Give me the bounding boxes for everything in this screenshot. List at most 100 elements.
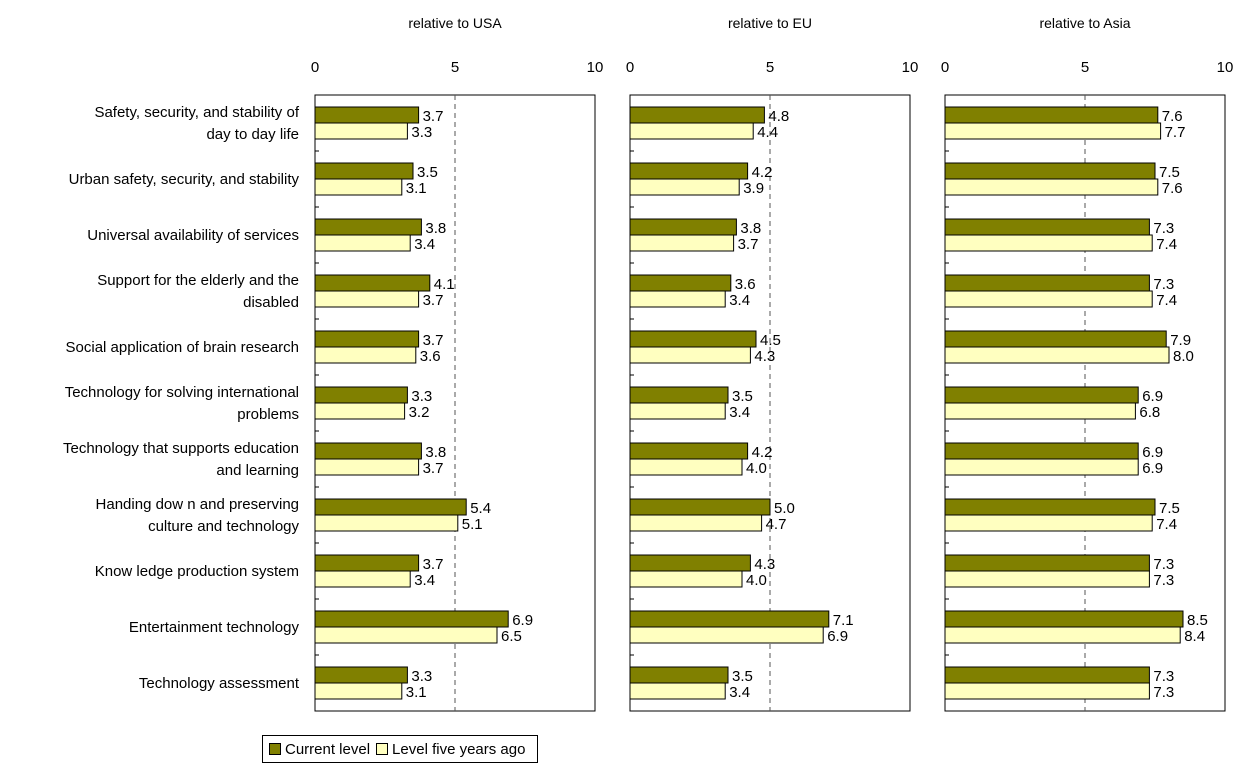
bar-current	[944, 554, 1150, 572]
bar-past	[314, 178, 403, 196]
data-label: 5.0	[774, 500, 795, 517]
bar-past	[944, 234, 1153, 252]
panel-title: relative to USA	[408, 15, 502, 31]
bar-current	[314, 218, 422, 236]
data-label: 3.3	[411, 388, 432, 405]
data-label: 7.3	[1153, 220, 1174, 237]
data-label: 7.7	[1165, 124, 1186, 141]
bar-past	[629, 178, 740, 196]
bar-past	[314, 234, 411, 252]
legend: Current level Level five years ago	[262, 735, 539, 763]
bar-past	[944, 682, 1150, 700]
bar-past	[314, 626, 498, 644]
x-tick-label: 5	[451, 59, 459, 76]
data-label: 3.4	[414, 572, 435, 589]
bar-past	[944, 178, 1159, 196]
bar-current	[629, 610, 830, 628]
data-label: 3.3	[411, 124, 432, 141]
bar-current	[629, 554, 751, 572]
bar-current	[944, 610, 1184, 628]
data-label: 7.5	[1159, 164, 1180, 181]
data-label: 3.8	[425, 444, 446, 461]
data-label: 3.8	[740, 220, 761, 237]
category-label: problems	[237, 406, 299, 423]
data-label: 5.4	[470, 500, 491, 517]
bar-past	[944, 290, 1153, 308]
category-label: Social application of brain research	[66, 339, 299, 356]
bar-current	[944, 442, 1139, 460]
data-label: 3.7	[738, 236, 759, 253]
bar-current	[944, 498, 1156, 516]
bar-past	[629, 682, 726, 700]
category-label: Entertainment technology	[129, 619, 300, 636]
data-label: 4.0	[746, 572, 767, 589]
bar-current	[629, 666, 729, 684]
data-label: 7.5	[1159, 500, 1180, 517]
bar-past	[629, 346, 751, 364]
bar-current	[314, 442, 422, 460]
x-tick-label: 10	[1217, 59, 1234, 76]
bar-past	[629, 570, 743, 588]
bar-past	[314, 682, 403, 700]
data-label: 3.7	[423, 556, 444, 573]
data-label: 3.7	[423, 460, 444, 477]
bar-past	[314, 122, 408, 140]
data-label: 3.7	[423, 332, 444, 349]
data-label: 3.4	[729, 684, 750, 701]
x-tick-label: 10	[587, 59, 604, 76]
bar-past	[314, 402, 406, 420]
data-label: 4.8	[768, 108, 789, 125]
panel-title: relative to Asia	[1039, 15, 1130, 31]
bar-past	[944, 626, 1181, 644]
category-label: day to day life	[206, 126, 299, 143]
bar-current	[629, 498, 771, 516]
bar-current	[314, 330, 420, 348]
data-label: 4.3	[754, 556, 775, 573]
category-label: Technology assessment	[139, 675, 300, 692]
data-label: 4.2	[752, 444, 773, 461]
bar-past	[944, 122, 1162, 140]
bar-past	[314, 458, 420, 476]
x-tick-label: 0	[941, 59, 949, 76]
panel-title: relative to EU	[728, 15, 812, 31]
bar-current	[314, 498, 467, 516]
bar-past	[629, 234, 735, 252]
data-label: 3.9	[743, 180, 764, 197]
data-label: 4.2	[752, 164, 773, 181]
data-label: 7.6	[1162, 180, 1183, 197]
data-label: 7.3	[1153, 556, 1174, 573]
data-label: 3.6	[420, 348, 441, 365]
bar-past	[629, 514, 763, 532]
category-label: culture and technology	[148, 518, 299, 535]
data-label: 7.1	[833, 612, 854, 629]
bar-current	[629, 274, 732, 292]
data-label: 6.9	[1142, 444, 1163, 461]
category-label: Technology that supports education	[63, 440, 299, 457]
bar-past	[944, 458, 1139, 476]
bar-current	[314, 610, 509, 628]
data-label: 4.5	[760, 332, 781, 349]
bar-current	[314, 106, 420, 124]
data-label: 7.3	[1153, 572, 1174, 589]
bar-past	[944, 570, 1150, 588]
bar-past	[629, 458, 743, 476]
data-label: 3.1	[406, 180, 427, 197]
bar-current	[944, 106, 1159, 124]
legend-label-past: Level five years ago	[392, 740, 526, 758]
category-label: Know ledge production system	[95, 563, 299, 580]
x-tick-label: 0	[626, 59, 634, 76]
category-label: disabled	[243, 294, 299, 311]
bar-current	[314, 554, 420, 572]
bar-current	[629, 106, 765, 124]
bar-current	[314, 162, 414, 180]
category-label: and learning	[216, 462, 299, 479]
bar-past	[944, 514, 1153, 532]
data-label: 5.1	[462, 516, 483, 533]
bar-past	[629, 626, 824, 644]
bar-chart: Safety, security, and stability of day to…	[63, 15, 1234, 712]
bar-past	[944, 346, 1170, 364]
bar-past	[629, 402, 726, 420]
bar-current	[944, 218, 1150, 236]
data-label: 7.4	[1156, 236, 1177, 253]
bar-past	[314, 346, 417, 364]
